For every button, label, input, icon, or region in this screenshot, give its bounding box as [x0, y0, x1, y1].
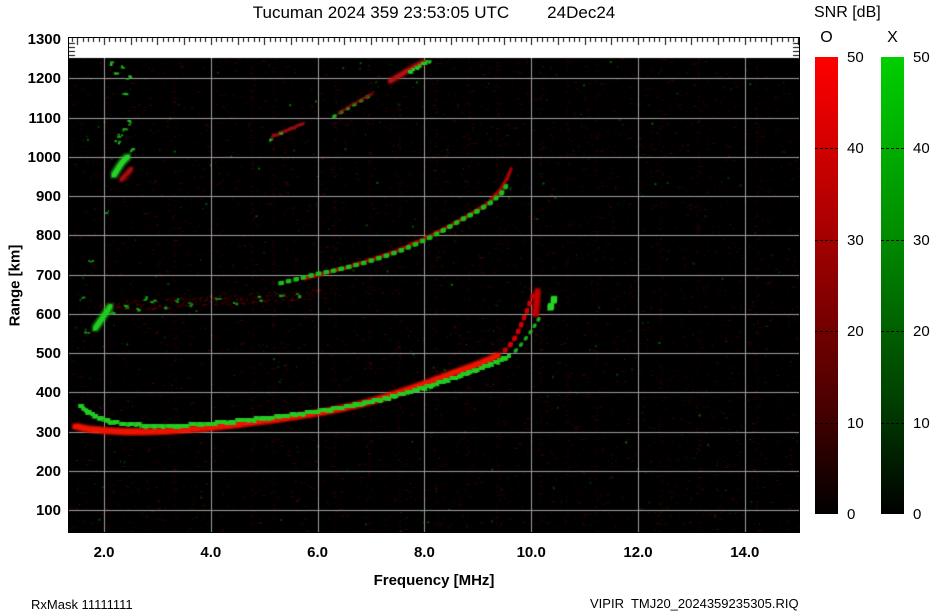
- colorbar-tick-label: 20: [847, 323, 864, 341]
- colorbar-tick-label: 50: [847, 49, 864, 66]
- y-tick-label: 1100: [28, 109, 61, 127]
- colorbar-dash-mark: [881, 148, 904, 149]
- y-tick-label: 500: [35, 345, 61, 363]
- o-polarization-label: O: [820, 29, 833, 46]
- colorbar-dash-mark: [881, 331, 904, 332]
- ionogram-canvas: [69, 38, 799, 532]
- y-tick-label: 1200: [27, 70, 61, 88]
- y-tick-label: 100: [35, 502, 61, 520]
- colorbar-tick-label: 30: [847, 231, 864, 249]
- x-tick-label: 4.0: [200, 544, 222, 561]
- x-tick-label: 10.0: [516, 544, 546, 561]
- colorbar-dash-mark: [815, 240, 838, 241]
- colorbar-tick-label: 40: [913, 140, 930, 158]
- x-mode-colorbar: [881, 57, 904, 514]
- x-axis-label: Frequency [MHz]: [373, 572, 495, 589]
- x-tick-label: 6.0: [307, 544, 329, 561]
- y-tick-label: 1000: [27, 148, 61, 166]
- x-tick-label: 8.0: [413, 544, 435, 561]
- colorbar-tick-label: 10: [847, 414, 864, 432]
- x-tick-label: 14.0: [730, 544, 760, 561]
- plot-title: Tucuman 2024 359 23:53:05 UTC: [252, 3, 510, 22]
- colorbar-tick-label: 20: [913, 323, 930, 341]
- y-tick-label: 600: [35, 305, 61, 323]
- snr-colorbar-title: SNR [dB]: [814, 4, 881, 21]
- y-tick-label: 200: [35, 463, 61, 481]
- y-tick-label: 900: [35, 188, 61, 206]
- y-tick-label: 700: [35, 266, 61, 284]
- plot-date: 24Dec24: [547, 3, 616, 22]
- colorbar-dash-mark: [815, 423, 838, 424]
- colorbar-tick-label: 0: [913, 506, 922, 523]
- colorbar-tick-label: 30: [913, 231, 930, 249]
- colorbar-dash-mark: [815, 331, 838, 332]
- o-mode-colorbar: [815, 57, 838, 514]
- y-tick-label: 300: [35, 423, 61, 441]
- x-tick-label: 2.0: [93, 544, 115, 561]
- colorbar-tick-label: 10: [913, 414, 930, 432]
- plot-title-row: Tucuman 2024 359 23:53:05 UTC 24Dec24: [68, 3, 800, 23]
- rxmask-text: RxMask 11111111: [31, 597, 133, 612]
- data-file-text: VIPIR TMJ20_2024359235305.RIQ: [590, 596, 799, 611]
- colorbar-dash-mark: [881, 240, 904, 241]
- colorbar-tick-label: 50: [913, 49, 930, 66]
- colorbar-dash-mark: [815, 148, 838, 149]
- colorbar-tick-label: 40: [847, 140, 864, 158]
- y-tick-label: 400: [35, 384, 61, 402]
- x-polarization-label: X: [887, 29, 898, 46]
- colorbar-tick-label: 0: [847, 506, 856, 523]
- y-tick-label: 1300: [27, 30, 61, 48]
- y-tick-label: 800: [35, 227, 61, 245]
- x-tick-label: 12.0: [623, 544, 653, 561]
- colorbar-dash-mark: [881, 423, 904, 424]
